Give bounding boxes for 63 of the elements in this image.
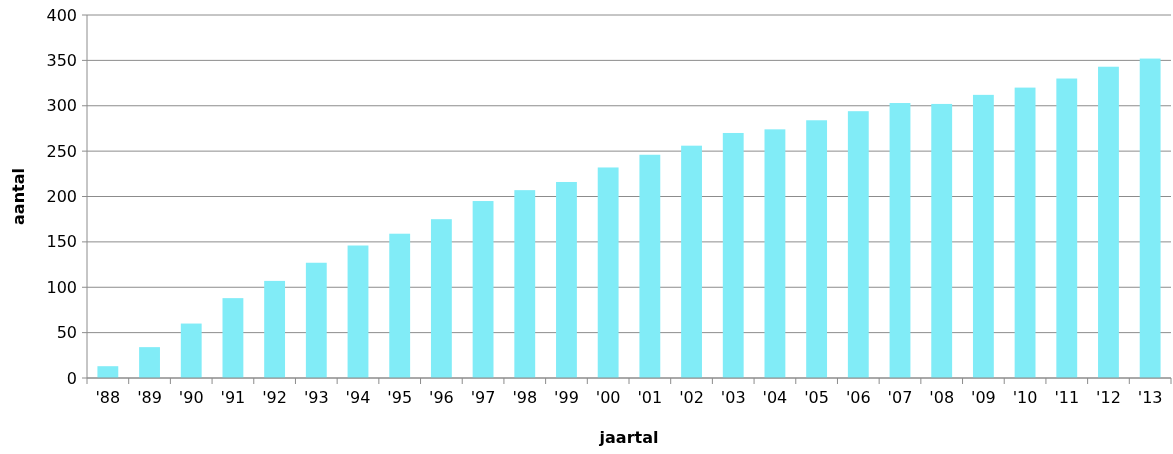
bar (1139, 58, 1161, 378)
bar (222, 298, 244, 378)
bar (389, 233, 411, 378)
bar (97, 366, 119, 378)
y-tick-label: 400 (46, 5, 77, 25)
x-tick-label: '07 (887, 388, 913, 407)
bar (180, 323, 202, 378)
x-tick-label: '01 (637, 388, 663, 407)
bar (972, 94, 994, 378)
x-tick-label: '03 (720, 388, 746, 407)
x-tick-label: '90 (178, 388, 204, 407)
x-tick-label: '94 (345, 388, 371, 407)
x-tick-label: '11 (1054, 388, 1080, 407)
x-tick-label: '95 (387, 388, 413, 407)
bar (472, 201, 494, 378)
x-tick-label: '09 (971, 388, 996, 407)
x-tick-label: '99 (554, 388, 579, 407)
bar (305, 262, 327, 378)
y-tick-label: 0 (66, 368, 77, 388)
bar (139, 347, 160, 378)
x-tick-label: '92 (262, 388, 287, 407)
bar (347, 245, 369, 378)
x-tick-label: '98 (512, 388, 538, 407)
bar (722, 132, 744, 378)
x-tick-label: '12 (1096, 388, 1121, 407)
y-tick-label: 100 (46, 277, 77, 297)
bar (681, 145, 702, 378)
x-tick-label: '91 (220, 388, 246, 407)
bar (597, 167, 619, 378)
x-tick-label: '04 (762, 388, 788, 407)
bar (556, 181, 577, 378)
y-axis-title: aantal (9, 168, 28, 225)
bar (764, 129, 786, 378)
x-tick-label: '97 (470, 388, 496, 407)
bar (1014, 87, 1036, 378)
y-tick-label: 350 (46, 50, 77, 70)
y-tick-label: 250 (46, 141, 77, 161)
x-tick-label: '93 (303, 388, 329, 407)
x-tick-label: '08 (929, 388, 955, 407)
x-tick-label: '13 (1137, 388, 1163, 407)
x-tick-label: '88 (95, 388, 121, 407)
bar (639, 154, 661, 378)
y-tick-label: 150 (46, 232, 77, 252)
bar (1098, 66, 1119, 378)
x-tick-label: '96 (429, 388, 454, 407)
bar (430, 219, 452, 378)
bar (1056, 78, 1078, 378)
x-axis-title: jaartal (598, 428, 659, 447)
x-tick-label: '06 (845, 388, 871, 407)
x-tick-label: '05 (804, 388, 829, 407)
bar (889, 103, 911, 378)
y-tick-label: 200 (46, 187, 77, 207)
x-tick-label: '02 (679, 388, 704, 407)
y-tick-label: 300 (46, 96, 77, 116)
bar (514, 190, 536, 378)
bar (806, 120, 828, 378)
bar (847, 111, 869, 378)
x-tick-label: '89 (137, 388, 162, 407)
x-tick-label: '00 (595, 388, 621, 407)
bar (264, 280, 286, 378)
y-tick-label: 50 (56, 323, 77, 343)
bar (931, 103, 953, 378)
x-tick-label: '10 (1012, 388, 1038, 407)
